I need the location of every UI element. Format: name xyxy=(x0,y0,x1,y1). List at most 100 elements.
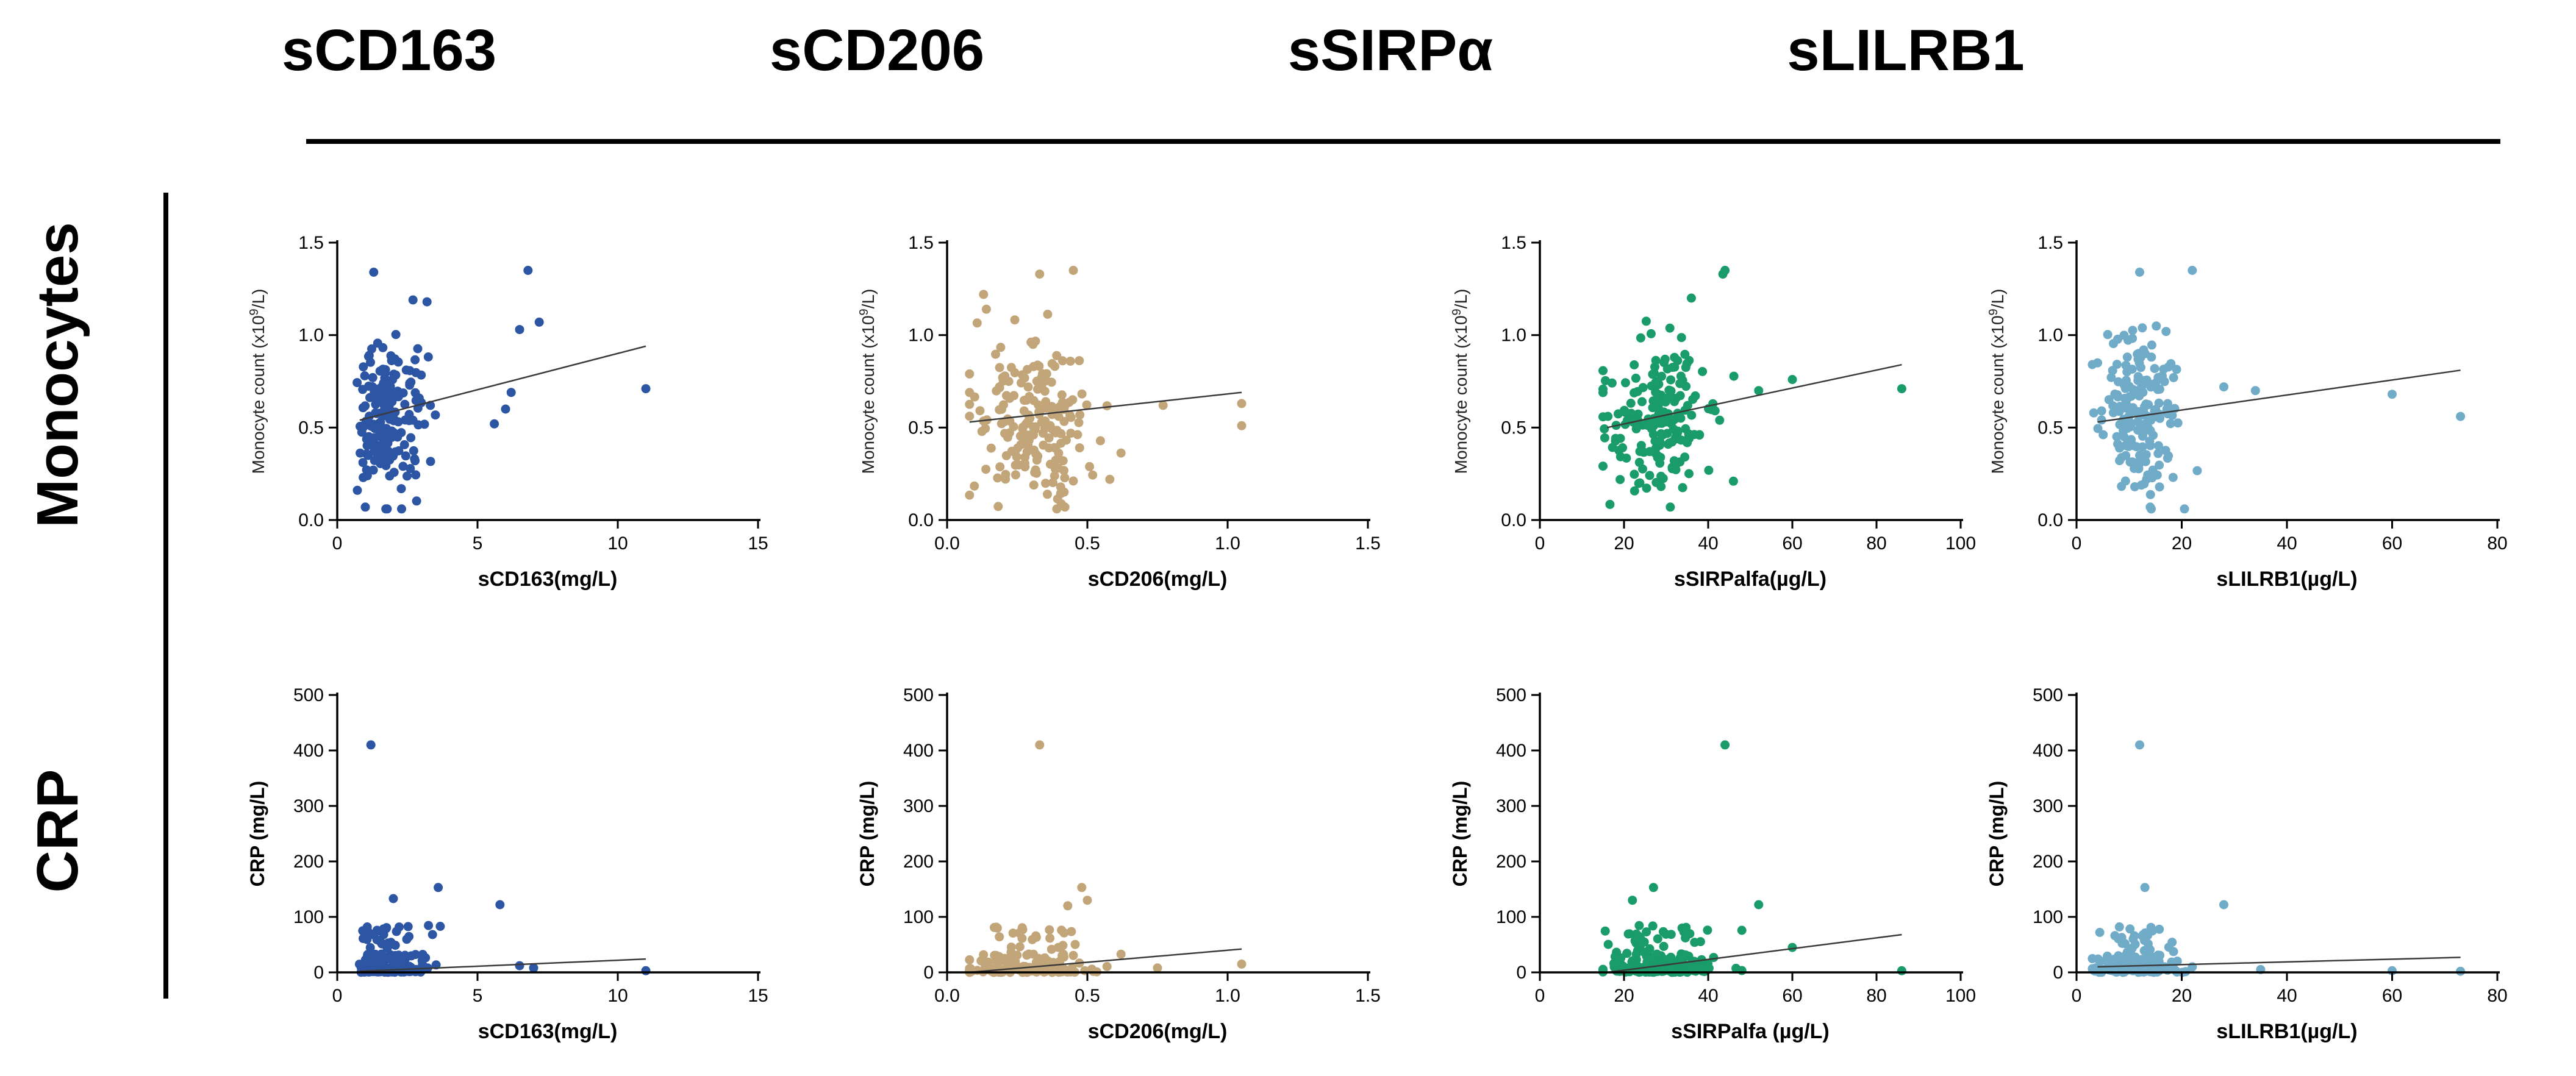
y-tick-label: 0 xyxy=(923,963,934,983)
scatter-point xyxy=(359,926,369,936)
scatter-point xyxy=(400,415,410,425)
x-tick-label: 0.0 xyxy=(934,986,960,1006)
scatter-point xyxy=(2128,934,2138,944)
scatter-point xyxy=(1678,483,1687,493)
x-tick-label: 20 xyxy=(2172,533,2192,554)
scatter-point xyxy=(981,424,990,433)
scatter-point xyxy=(1648,430,1658,439)
x-tick-label: 40 xyxy=(2277,986,2297,1006)
y-tick-label: 400 xyxy=(293,741,324,761)
scatter-point xyxy=(2172,365,2181,374)
scatter-point xyxy=(1637,397,1647,407)
scatter-scd206-crp: 0.0 0.5 1.0 1.5 0 100 200 300 400 500 sCD206(mg/L)… xyxy=(856,685,1381,1043)
y-axis-label: Monocyte count (x109/L) xyxy=(1987,289,2007,474)
scatter-point xyxy=(965,490,975,500)
scatter-point xyxy=(1659,941,1669,951)
scatter-point xyxy=(1102,401,1112,411)
scatter-point xyxy=(375,429,385,438)
scatter-point xyxy=(2168,472,2178,482)
y-tick-label: 500 xyxy=(903,685,934,705)
scatter-point xyxy=(2117,418,2127,427)
scatter-point xyxy=(1019,431,1029,441)
scatter-scd206-monocytes: 0.0 0.5 1.0 1.5 0.0 0.5 1.0 1.5 sCD206(mg/L) Mono… xyxy=(857,233,1381,591)
scatter-point xyxy=(428,930,437,939)
scatter-point xyxy=(1035,269,1045,279)
scatter-point xyxy=(1754,900,1764,910)
scatter-point xyxy=(992,922,1001,932)
scatter-point xyxy=(373,956,382,966)
scatter-point xyxy=(1684,469,1694,479)
scatter-point xyxy=(2155,460,2164,470)
scatter-point xyxy=(2164,942,2174,952)
scatter-point xyxy=(1681,424,1690,433)
x-tick-label: 15 xyxy=(748,533,768,554)
scatter-point xyxy=(1074,418,1084,427)
scatter-point xyxy=(2108,408,2118,418)
scatter-point xyxy=(2113,966,2122,976)
x-axis-label: sLILRB1(µg/L) xyxy=(2216,568,2357,591)
scatter-point xyxy=(2141,450,2151,460)
scatter-point xyxy=(388,375,398,385)
scatter-point xyxy=(2250,386,2260,396)
header-divider-line xyxy=(306,139,2500,144)
scatter-point xyxy=(2163,454,2172,463)
scatter-point xyxy=(515,325,524,335)
scatter-point xyxy=(1045,925,1054,935)
y-axis-label: CRP (mg/L) xyxy=(1986,781,2008,887)
y-axis-label: CRP (mg/L) xyxy=(856,781,878,887)
scatter-point xyxy=(2141,399,2151,409)
scatter-point xyxy=(2110,931,2120,941)
scatter-point xyxy=(1048,478,1057,488)
scatter-point xyxy=(1085,461,1095,471)
scatter-point xyxy=(414,393,424,403)
scatter-point xyxy=(358,458,368,468)
scatter-point xyxy=(1720,740,1730,750)
column-header-ssirpa: sSIRPα xyxy=(1287,18,1494,83)
scatter-point xyxy=(1614,446,1624,455)
row-label-monocytes: Monocytes xyxy=(25,222,90,528)
scatter-point xyxy=(1116,448,1126,458)
x-tick-label: 0 xyxy=(2072,986,2082,1006)
x-tick-label: 60 xyxy=(1782,986,1802,1006)
scatter-point xyxy=(363,352,373,362)
scatter-point xyxy=(2120,441,2130,451)
scatter-point xyxy=(2124,412,2134,421)
scatter-point xyxy=(1652,401,1662,411)
scatter-point xyxy=(1005,393,1015,403)
x-tick-label: 20 xyxy=(1614,986,1634,1006)
scatter-point xyxy=(2173,418,2183,428)
scatter-point xyxy=(1018,424,1028,433)
y-axis-label: Monocyte count (x109/L) xyxy=(248,289,268,474)
scatter-point xyxy=(358,403,368,413)
scatter-point xyxy=(1686,293,1696,303)
x-tick-label: 60 xyxy=(2382,986,2402,1006)
scatter-point xyxy=(2128,457,2138,467)
scatter-point xyxy=(1010,368,1020,377)
scatter-point xyxy=(2219,382,2228,392)
scatter-point xyxy=(1116,949,1126,959)
scatter-point xyxy=(1010,315,1020,325)
scatter-point xyxy=(1158,401,1168,410)
scatter-point xyxy=(2139,936,2149,946)
scatter-points xyxy=(965,740,1247,977)
scatter-point xyxy=(372,926,382,936)
scatter-point xyxy=(1237,399,1247,408)
y-tick-label: 0.5 xyxy=(2038,418,2063,438)
scatter-point xyxy=(397,960,407,970)
trend-line xyxy=(359,958,646,972)
scatter-point xyxy=(393,387,402,396)
y-tick-label: 0.5 xyxy=(908,418,934,438)
x-tick-label: 10 xyxy=(607,986,628,1006)
scatter-point xyxy=(387,433,396,443)
scatter-scd163-monocytes: 0 5 10 15 0.0 0.5 1.0 1.5 sCD163(mg/L) Monocyte c… xyxy=(248,233,768,591)
scatter-points xyxy=(1598,266,1906,512)
scatter-point xyxy=(2095,928,2105,937)
scatter-point xyxy=(405,366,415,376)
scatter-point xyxy=(365,942,375,952)
scatter-point xyxy=(641,384,651,394)
scatter-point xyxy=(490,419,499,429)
scatter-point xyxy=(2119,330,2129,340)
scatter-point xyxy=(1015,942,1025,952)
scatter-point xyxy=(641,966,651,975)
